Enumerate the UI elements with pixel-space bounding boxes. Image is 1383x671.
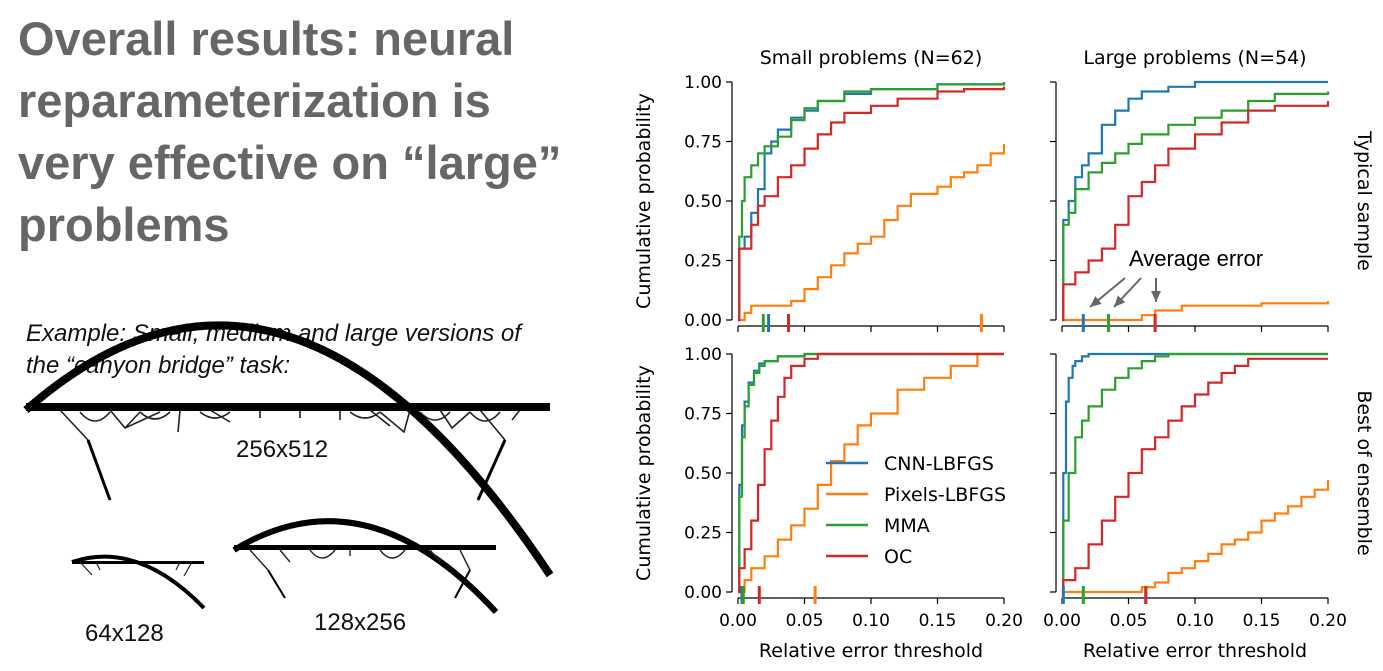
panel-1-1-ytick-label: 1.00	[684, 73, 722, 93]
x-axis-label-1: Relative error threshold	[759, 640, 983, 662]
y-axis-label-1: Cumulative probability	[633, 93, 655, 309]
legend-label-cnn-lbfgs: CNN-LBFGS	[884, 453, 994, 475]
panel-2-2-series-mma	[1062, 352, 1328, 594]
panel-1-1-ytick-label: 0.00	[684, 311, 722, 331]
annotation-arrowhead-2	[1114, 295, 1126, 307]
panel-2-2-series-pixels-lbfgs	[1062, 480, 1330, 594]
x-axis-label-2: Relative error threshold	[1083, 640, 1307, 662]
panel-1-1-series-mma	[738, 82, 1006, 322]
panel-1-1-series-oc	[738, 86, 1006, 322]
panel-2-2-xtick-label: 0.10	[1176, 611, 1214, 631]
panel-2-1-xtick-label: 0.05	[786, 611, 824, 631]
panel-1-1-ytick-label: 0.75	[684, 133, 722, 153]
panel-2-2-xtick-label: 0.20	[1309, 611, 1347, 631]
annotation-average-error: Average error	[1129, 246, 1263, 271]
annotation-arrowhead-1	[1090, 296, 1102, 307]
panel-2-1-xtick-label: 0.20	[985, 611, 1023, 631]
panel-2-2-xtick-label: 0.00	[1043, 611, 1081, 631]
panel-2-1-ytick-label: 0.25	[684, 524, 722, 544]
legend-label-mma: MMA	[884, 515, 930, 537]
panel-1-1-ytick-label: 0.25	[684, 252, 722, 272]
panel-2-1-ytick-label: 1.00	[684, 345, 722, 365]
bridge-medium-label: 128x256	[314, 609, 407, 636]
panel-2-1-xtick-label: 0.10	[852, 611, 890, 631]
bridge-small-image	[71, 554, 206, 610]
panel-2-1-series-mma	[738, 352, 1004, 594]
slide-title: Overall results: neural reparameterizati…	[18, 12, 562, 251]
legend-label-oc: OC	[884, 546, 912, 568]
panel-1-1-series-cnn-lbfgs	[738, 82, 1006, 322]
panel-2-2-xtick-label: 0.05	[1110, 611, 1148, 631]
panel-2-1-ytick-label: 0.75	[684, 405, 722, 425]
panel-2-1-ytick-label: 0.50	[684, 464, 722, 484]
bridge-medium-image	[232, 518, 499, 615]
y-axis-label-2: Cumulative probability	[633, 365, 655, 581]
panel-2-2-series-cnn-lbfgs	[1062, 352, 1328, 594]
bridge-illustrations	[23, 321, 554, 615]
legend-label-pixels-lbfgs: Pixels-LBFGS	[884, 484, 1006, 506]
bridge-large-image	[23, 321, 554, 578]
annotation-arrowhead-3	[1151, 291, 1161, 302]
panel-1-1-series-pixels-lbfgs	[738, 143, 1006, 322]
panel-1-1-ytick-label: 0.50	[684, 192, 722, 212]
column-title-2: Large problems (N=54)	[1083, 47, 1306, 69]
bridge-small-label: 64x128	[85, 620, 164, 647]
panel-1-2-series-oc	[1062, 101, 1330, 322]
panel-2-1-xtick-label: 0.00	[719, 611, 757, 631]
panel-2-1-series-pixels-lbfgs	[738, 352, 1004, 594]
panel-2-1-series-oc	[738, 352, 1004, 594]
panel-2-1-xtick-label: 0.15	[919, 611, 957, 631]
row-title-2: Best of ensemble	[1353, 390, 1375, 555]
panel-2-1-ytick-label: 0.00	[684, 583, 722, 603]
panel-2-2-series-oc	[1062, 357, 1328, 594]
panel-1-2-series-pixels-lbfgs	[1062, 301, 1330, 322]
panel-2-2-xtick-label: 0.15	[1243, 611, 1281, 631]
panel-1-2-series-mma	[1062, 91, 1330, 322]
row-title-1: Typical sample	[1353, 130, 1375, 271]
bridge-large-label: 256x512	[236, 436, 329, 463]
column-title-1: Small problems (N=62)	[760, 47, 983, 69]
panel-1-2-series-cnn-lbfgs	[1062, 80, 1328, 322]
